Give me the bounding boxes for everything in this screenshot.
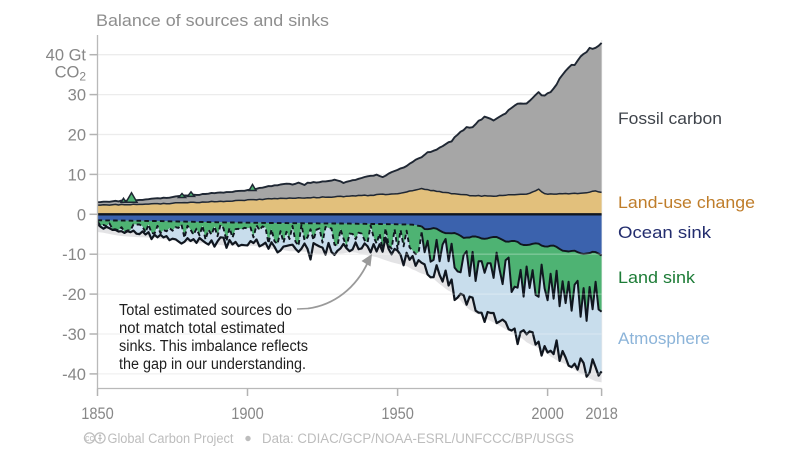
svg-text:the gap in our understanding.: the gap in our understanding.	[119, 356, 306, 373]
svg-text:Data: CDIAC/GCP/NOAA-ESRL/UNFC: Data: CDIAC/GCP/NOAA-ESRL/UNFCCC/BP/USGS	[262, 431, 574, 446]
svg-text:1900: 1900	[231, 405, 264, 423]
svg-text:not match total estimated: not match total estimated	[119, 320, 285, 337]
svg-text:-40: -40	[62, 366, 86, 384]
svg-text:0: 0	[77, 206, 86, 224]
svg-text:40 Gt: 40 Gt	[46, 47, 87, 65]
svg-text:10: 10	[68, 166, 86, 184]
svg-text:-20: -20	[62, 286, 86, 304]
svg-text:20: 20	[68, 127, 86, 145]
svg-text:Atmosphere: Atmosphere	[618, 329, 710, 348]
svg-text:2018: 2018	[585, 405, 618, 423]
svg-text:Global Carbon Project: Global Carbon Project	[108, 431, 234, 446]
svg-text:CO2: CO2	[55, 64, 87, 84]
svg-text:cc: cc	[85, 433, 95, 443]
svg-text:Total estimated sources do: Total estimated sources do	[119, 302, 292, 319]
svg-text:-30: -30	[62, 326, 86, 344]
svg-text:30: 30	[68, 87, 86, 105]
svg-text:1850: 1850	[81, 405, 114, 423]
svg-text:Balance of sources and sinks: Balance of sources and sinks	[96, 11, 329, 30]
svg-text:sinks. This imbalance reflects: sinks. This imbalance reflects	[119, 338, 308, 355]
svg-text:Land-use change: Land-use change	[618, 193, 755, 212]
svg-text:Land sink: Land sink	[618, 268, 696, 287]
svg-text:-10: -10	[62, 246, 86, 264]
svg-text:2000: 2000	[531, 405, 564, 423]
svg-text:Ocean sink: Ocean sink	[618, 223, 712, 242]
svg-text:Fossil carbon: Fossil carbon	[618, 109, 722, 128]
svg-text:1950: 1950	[381, 405, 414, 423]
